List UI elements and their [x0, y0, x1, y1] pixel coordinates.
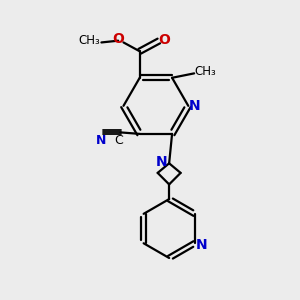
Text: C: C [115, 134, 124, 147]
Text: O: O [112, 32, 124, 46]
Text: N: N [189, 99, 201, 113]
Text: CH₃: CH₃ [194, 65, 216, 78]
Text: N: N [156, 155, 168, 169]
Text: CH₃: CH₃ [78, 34, 100, 47]
Text: N: N [196, 238, 208, 252]
Text: N: N [96, 134, 106, 147]
Text: O: O [158, 32, 170, 46]
